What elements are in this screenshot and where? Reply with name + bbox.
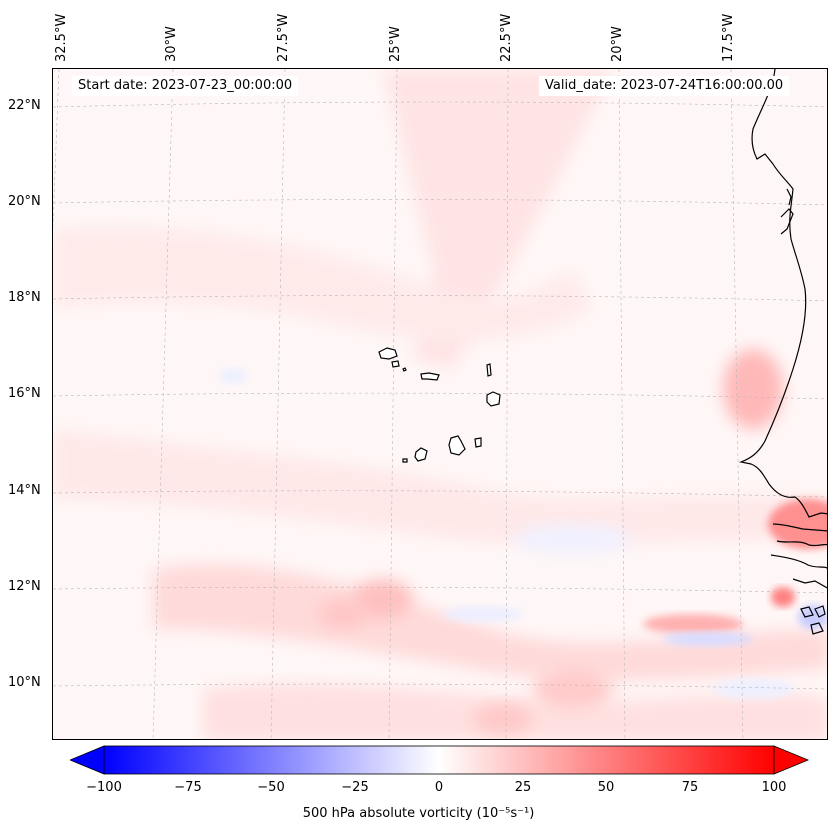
- colorbar-tick-100: 100: [761, 780, 787, 795]
- colorbar-gradient: [103, 745, 775, 775]
- colorbar-tick-neg25: −25: [341, 780, 369, 795]
- lon-label-27-5w: 27.5°W: [276, 13, 291, 62]
- valid-date-label: Valid_date: 2023-07-24T16:00:00.00: [539, 76, 790, 96]
- lat-label-14n: 14°N: [8, 483, 41, 498]
- lat-label-18n: 18°N: [8, 290, 41, 305]
- colorbar: [70, 745, 810, 775]
- lon-label-25w: 25°W: [388, 26, 403, 62]
- colorbar-tick-50: 50: [597, 780, 615, 795]
- colorbar-tick-25: 25: [514, 780, 532, 795]
- lon-label-30w: 30°W: [164, 26, 179, 62]
- colorbar-max-arrow: [773, 745, 810, 775]
- colorbar-tick-neg75: −75: [174, 780, 202, 795]
- lon-label-17-5w: 17.5°W: [721, 13, 736, 62]
- vorticity-field: [53, 69, 827, 739]
- lat-label-10n: 10°N: [8, 675, 41, 690]
- start-date-label: Start date: 2023-07-23_00:00:00: [72, 76, 299, 96]
- cape-verde-islands: [378, 347, 501, 463]
- lon-label-32-5w: 32.5°W: [54, 13, 69, 62]
- colorbar-label: 500 hPa absolute vorticity (10⁻⁵s⁻¹): [302, 806, 535, 821]
- lat-label-16n: 16°N: [8, 386, 41, 401]
- vorticity-map[interactable]: [52, 68, 828, 740]
- lat-label-12n: 12°N: [8, 579, 41, 594]
- colorbar-tick-neg100: −100: [86, 780, 122, 795]
- colorbar-tick-75: 75: [681, 780, 699, 795]
- map-canvas: [53, 69, 827, 739]
- graticule: [53, 69, 827, 739]
- colorbar-tick-neg50: −50: [257, 780, 285, 795]
- colorbar-tick-0: 0: [434, 780, 444, 795]
- colorbar-min-arrow: [70, 745, 105, 775]
- west-africa-coastline: [738, 69, 827, 635]
- lat-label-20n: 20°N: [8, 194, 41, 209]
- lon-label-22-5w: 22.5°W: [499, 13, 514, 62]
- lon-label-20w: 20°W: [610, 26, 625, 62]
- lat-label-22n: 22°N: [8, 98, 41, 113]
